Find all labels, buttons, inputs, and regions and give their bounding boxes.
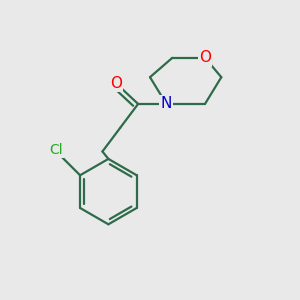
Text: O: O — [199, 50, 211, 65]
Text: Cl: Cl — [50, 143, 63, 157]
Text: O: O — [110, 76, 122, 91]
Text: N: N — [161, 96, 172, 111]
